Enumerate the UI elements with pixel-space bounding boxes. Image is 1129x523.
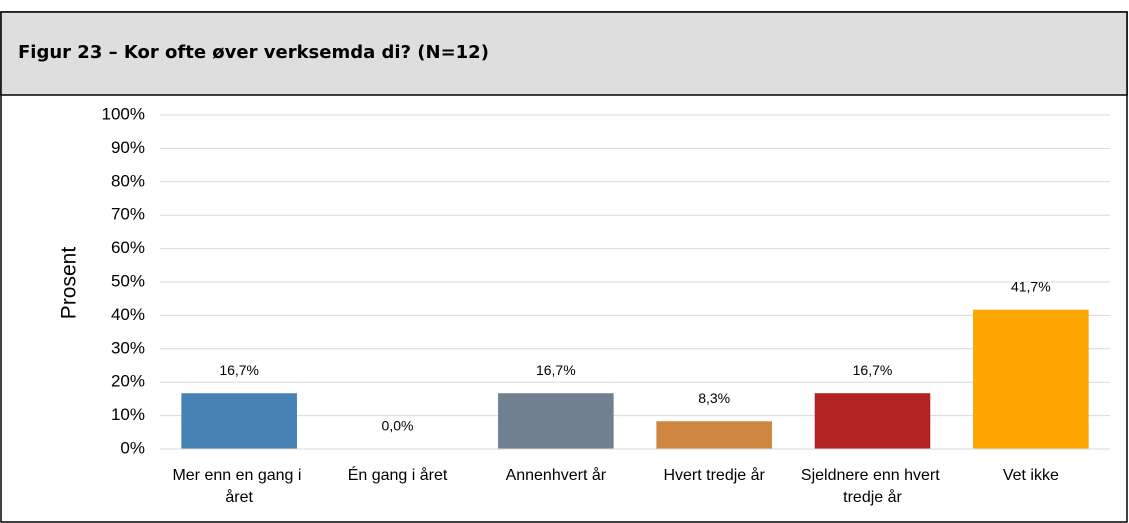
y-tick-label: 80% (111, 171, 145, 190)
x-tick-label: Vet ikke (1003, 467, 1059, 484)
bar (181, 393, 297, 449)
y-tick-label: 70% (111, 205, 145, 224)
y-tick-label: 10% (111, 405, 145, 424)
header (0, 11, 1128, 96)
y-axis-label: Prosent (58, 247, 81, 320)
value-label: 16,7% (853, 362, 893, 378)
y-tick-label: 50% (111, 271, 145, 290)
x-tick-label: Hvert tredje år (663, 466, 765, 484)
x-tick-label: Én gang i året (348, 465, 448, 484)
value-label: 41,7% (1011, 278, 1051, 294)
x-tick-label: Sjeldnere enn hvert tredje år (801, 467, 944, 506)
y-tick-label: 20% (111, 372, 145, 391)
bar (973, 309, 1089, 449)
y-tick-label: 40% (111, 305, 145, 324)
x-tick-label: Mer enn en gang i året (172, 467, 305, 506)
value-label: 16,7% (219, 362, 259, 378)
chart-title: Figur 23 – Kor ofte øver verksemda di? (… (18, 42, 489, 63)
y-tick-label: 90% (111, 138, 145, 157)
value-label: 0,0% (382, 418, 414, 434)
x-tick-label: Annenhvert år (506, 466, 607, 484)
value-label: 8,3% (698, 390, 730, 406)
value-label: 16,7% (536, 362, 576, 378)
bar (498, 393, 614, 449)
y-tick-label: 100% (102, 104, 145, 123)
y-tick-label: 30% (111, 338, 145, 357)
y-tick-label: 60% (111, 238, 145, 257)
y-tick-label: 0% (120, 438, 145, 457)
bar (656, 421, 772, 449)
bar (814, 393, 931, 449)
